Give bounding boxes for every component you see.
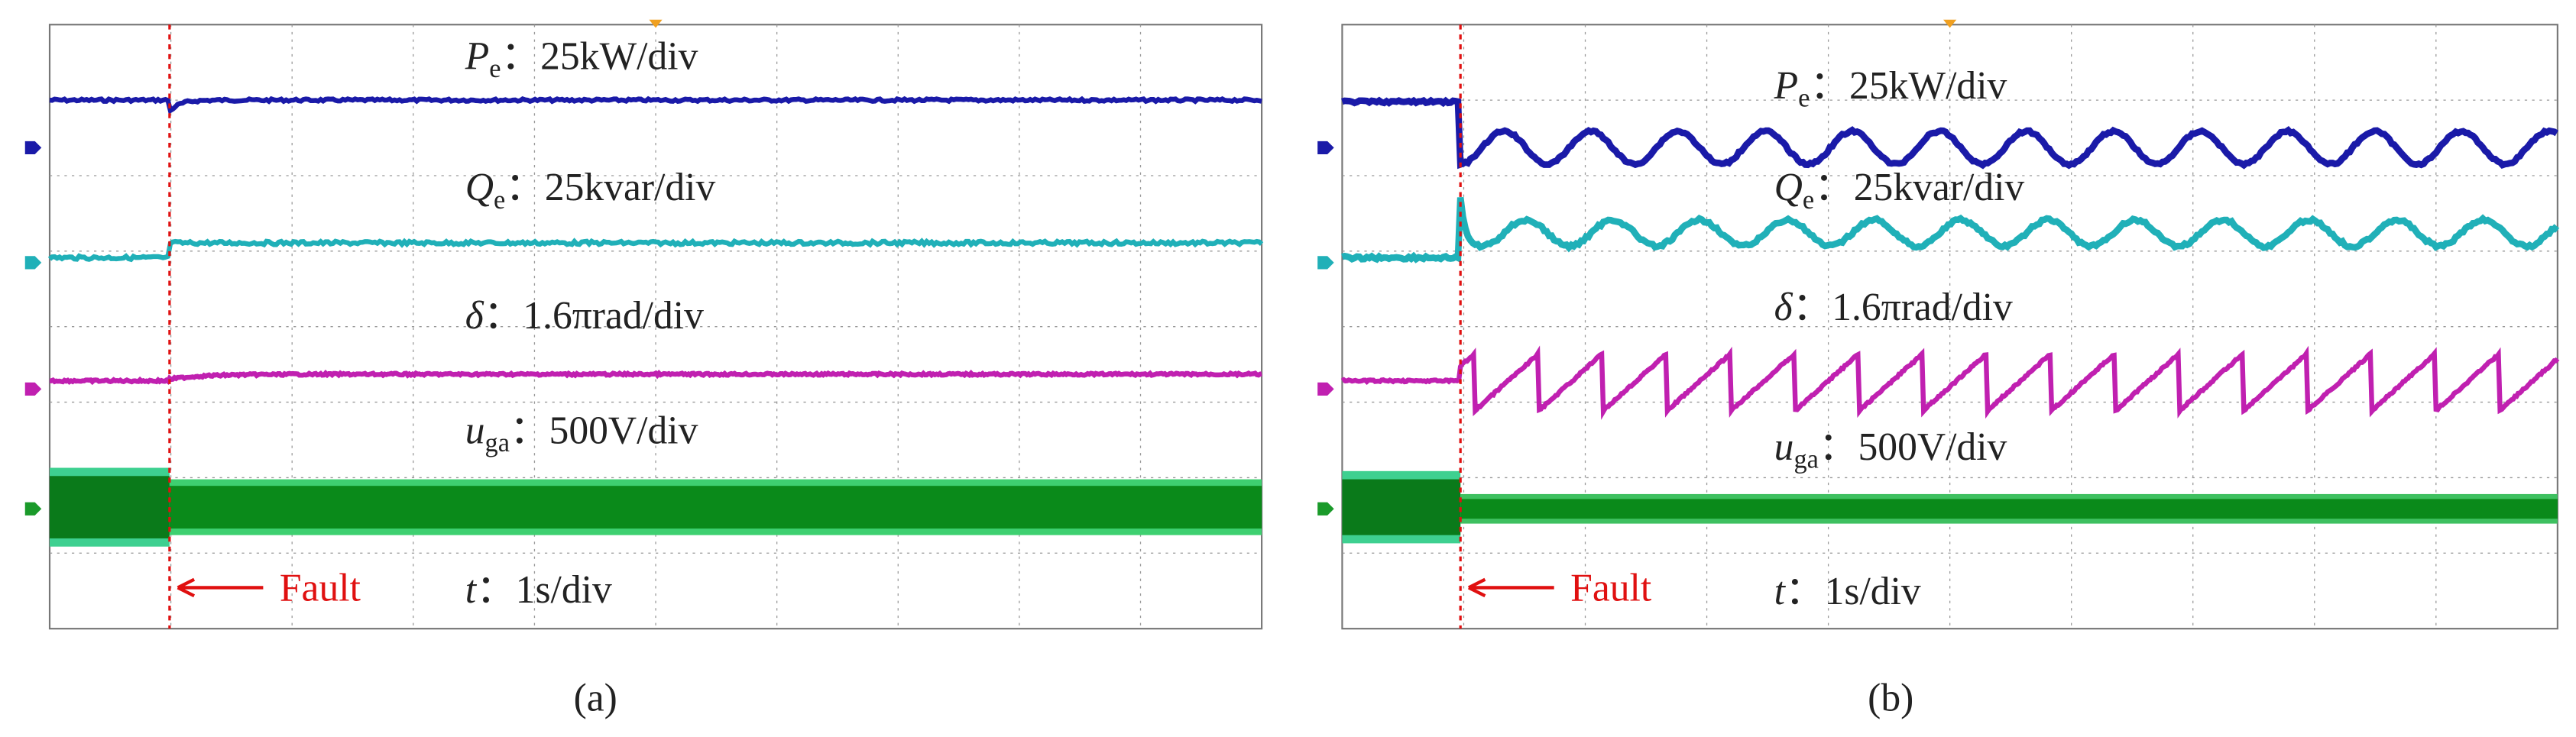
channel-subscript: e: [494, 186, 505, 215]
channel-symbol: Q: [465, 166, 494, 209]
trace-qe: [47, 238, 1264, 263]
channel-label: δ：1.6πrad/div: [465, 294, 704, 338]
trace-qe: [1341, 197, 2560, 263]
trace-pe: [1341, 96, 2558, 170]
channel-scale: ：1.6πrad/div: [1793, 286, 2013, 329]
channel-label: Qe：25kvar/div: [465, 166, 716, 215]
time-scale: ：1s/div: [476, 568, 612, 612]
trigger-marker: [649, 19, 663, 28]
trace-delta: [1340, 345, 2560, 420]
channel-subscript: e: [1798, 84, 1810, 113]
channel-label: uga：500V/div: [465, 409, 698, 457]
channel-marker: [24, 256, 42, 270]
channel-label: Pe：25kW/div: [465, 34, 698, 83]
fault-label: Fault: [280, 567, 361, 610]
fault-arrow: [1467, 577, 1554, 598]
channel-scale: ：25kvar/div: [505, 166, 715, 209]
trace-uga: [169, 486, 1262, 529]
channel-scale: ：25kvar/div: [1814, 166, 2024, 209]
panel-caption: (b): [1868, 677, 1913, 720]
channel-symbol: P: [1774, 64, 1799, 108]
trace-uga: [1460, 499, 2558, 519]
time-symbol: t: [1774, 570, 1787, 613]
channel-symbol: Q: [1774, 166, 1803, 209]
channel-symbol: δ: [465, 294, 484, 338]
channel-subscript: e: [489, 54, 501, 83]
channel-marker: [24, 382, 42, 396]
channel-scale: ：25kW/div: [1810, 64, 2007, 108]
trace-uga: [1342, 479, 1461, 535]
fault-arrow: [177, 577, 264, 598]
channel-symbol: u: [1774, 425, 1794, 469]
channel-marker: [24, 141, 42, 155]
channel-scale: ：500V/div: [1819, 425, 2007, 469]
trace-pe: [49, 95, 1262, 115]
channel-marker: [1317, 382, 1334, 396]
fault-label: Fault: [1570, 567, 1652, 610]
channel-marker: [1317, 141, 1334, 155]
channel-scale: ：25kW/div: [501, 34, 698, 78]
channel-label: Qe：25kvar/div: [1774, 166, 2025, 215]
channel-label: uga：500V/div: [1774, 425, 2007, 474]
trigger-marker: [1943, 19, 1957, 28]
time-label: t：1s/div: [465, 568, 612, 612]
channel-symbol: δ: [1774, 286, 1793, 329]
channel-scale: ：500V/div: [510, 409, 698, 452]
channel-symbol: P: [465, 34, 490, 78]
panel-caption: (a): [574, 677, 617, 720]
trace-delta: [49, 369, 1262, 386]
trace-uga: [49, 476, 170, 538]
channel-subscript: ga: [1793, 445, 1818, 474]
time-symbol: t: [465, 568, 478, 612]
channel-label: δ：1.6πrad/div: [1774, 286, 2013, 329]
time-label: t：1s/div: [1774, 570, 1921, 613]
channel-subscript: ga: [485, 428, 510, 457]
channel-subscript: e: [1803, 186, 1814, 215]
time-scale: ：1s/div: [1785, 570, 1921, 613]
channel-symbol: u: [465, 409, 485, 452]
channel-marker: [24, 502, 42, 516]
channel-marker: [1317, 502, 1334, 516]
channel-label: Pe：25kW/div: [1774, 64, 2007, 113]
channel-marker: [1317, 256, 1334, 270]
channel-scale: ：1.6πrad/div: [484, 294, 704, 338]
